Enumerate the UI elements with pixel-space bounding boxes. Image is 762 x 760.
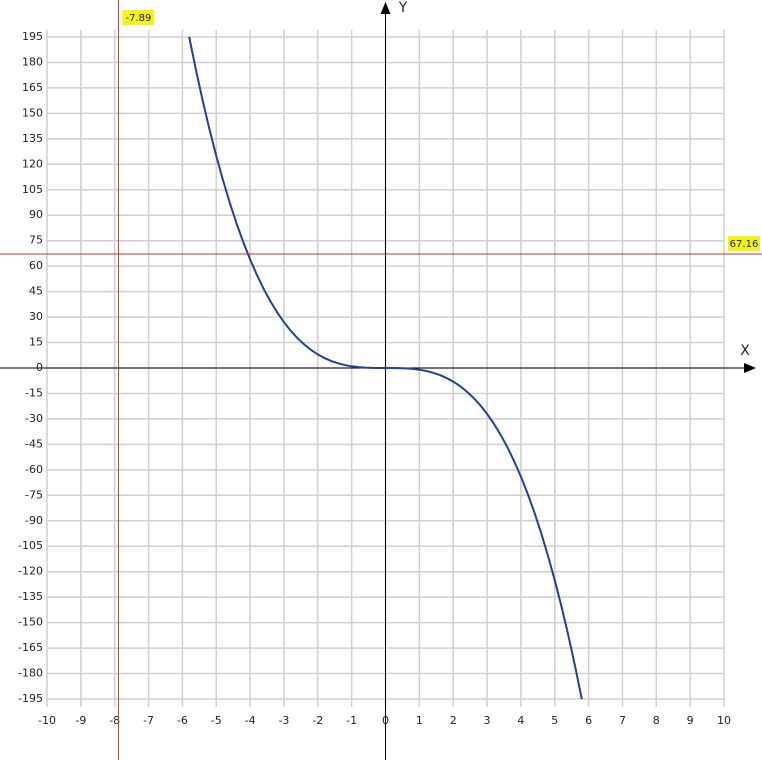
x-tick-label: -3 [278, 714, 289, 727]
y-tick-label: 120 [22, 157, 43, 170]
y-tick-label: 105 [22, 183, 43, 196]
y-tick-label: 150 [22, 106, 43, 119]
y-tick-label: 195 [22, 30, 43, 43]
x-tick-label: -6 [177, 714, 188, 727]
x-tick-label: 6 [585, 714, 592, 727]
y-tick-label: 75 [29, 234, 43, 247]
y-tick-label: 165 [22, 81, 43, 94]
x-tick-label: -2 [312, 714, 323, 727]
y-tick-label: -60 [25, 463, 43, 476]
crosshair-y-label: 67.16 [730, 239, 759, 250]
y-axis-label: Y [398, 0, 408, 16]
x-tick-label: -9 [75, 714, 86, 727]
y-tick-label: -135 [18, 590, 43, 603]
y-axis-arrow [380, 2, 391, 14]
x-tick-label: -10 [38, 714, 56, 727]
y-tick-label: -120 [18, 565, 43, 578]
y-tick-label: 180 [22, 55, 43, 68]
x-tick-label: -7 [143, 714, 154, 727]
y-tick-label: -150 [18, 616, 43, 629]
x-tick-label: 10 [717, 714, 731, 727]
y-tick-label: -75 [25, 488, 43, 501]
y-tick-label: 60 [29, 259, 43, 272]
x-tick-label: -5 [211, 714, 222, 727]
y-tick-label: -30 [25, 412, 43, 425]
x-tick-label: -4 [245, 714, 256, 727]
x-tick-label: 8 [653, 714, 660, 727]
x-tick-label: -1 [346, 714, 357, 727]
y-tick-label: 30 [29, 310, 43, 323]
y-tick-label: -165 [18, 641, 43, 654]
y-tick-label: 15 [29, 336, 43, 349]
y-tick-label: 0 [36, 361, 43, 374]
y-tick-label: -90 [25, 514, 43, 527]
x-tick-label: 2 [450, 714, 457, 727]
y-tick-label: -15 [25, 386, 43, 399]
y-tick-label: 45 [29, 285, 43, 298]
x-tick-label: 9 [687, 714, 694, 727]
curve [188, 36, 583, 700]
x-axis-label: X [740, 343, 750, 359]
x-tick-label: 7 [619, 714, 626, 727]
x-tick-label: -8 [109, 714, 120, 727]
y-tick-label: 90 [29, 208, 43, 221]
crosshair-y-label-bg [728, 236, 760, 252]
y-tick-label: -180 [18, 667, 43, 680]
x-axis-arrow [744, 363, 756, 373]
crosshair-x-label: -7.89 [125, 13, 151, 24]
x-tick-label: 5 [551, 714, 558, 727]
y-tick-label: -45 [25, 437, 43, 450]
x-tick-label: 3 [484, 714, 491, 727]
x-tick-label: 1 [416, 714, 423, 727]
y-tick-label: -195 [18, 692, 43, 705]
crosshair-x-label-bg [122, 10, 155, 25]
y-tick-label: -105 [18, 539, 43, 552]
y-tick-label: 135 [22, 132, 43, 145]
x-tick-label: 0 [382, 714, 389, 727]
x-tick-label: 4 [517, 714, 524, 727]
